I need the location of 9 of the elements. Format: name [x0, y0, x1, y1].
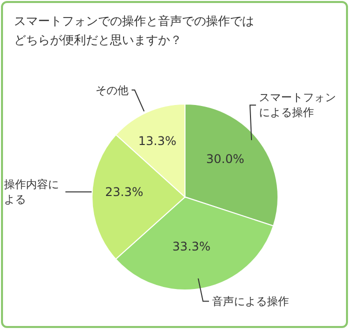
- chart-title: スマートフォンでの操作と音声での操作ではどちらが便利だと思いますか？: [14, 13, 254, 49]
- slice-label: スマートフォンによる操作: [259, 90, 337, 120]
- data-label: 23.3%: [105, 184, 144, 199]
- slice-label: 操作内容による: [4, 176, 60, 207]
- data-label: 33.3%: [172, 240, 211, 254]
- slice-label: その他: [96, 82, 129, 98]
- data-label: 13.3%: [138, 134, 176, 148]
- data-label: 30.0%: [206, 152, 244, 166]
- slice-label: 音声による操作: [212, 294, 289, 309]
